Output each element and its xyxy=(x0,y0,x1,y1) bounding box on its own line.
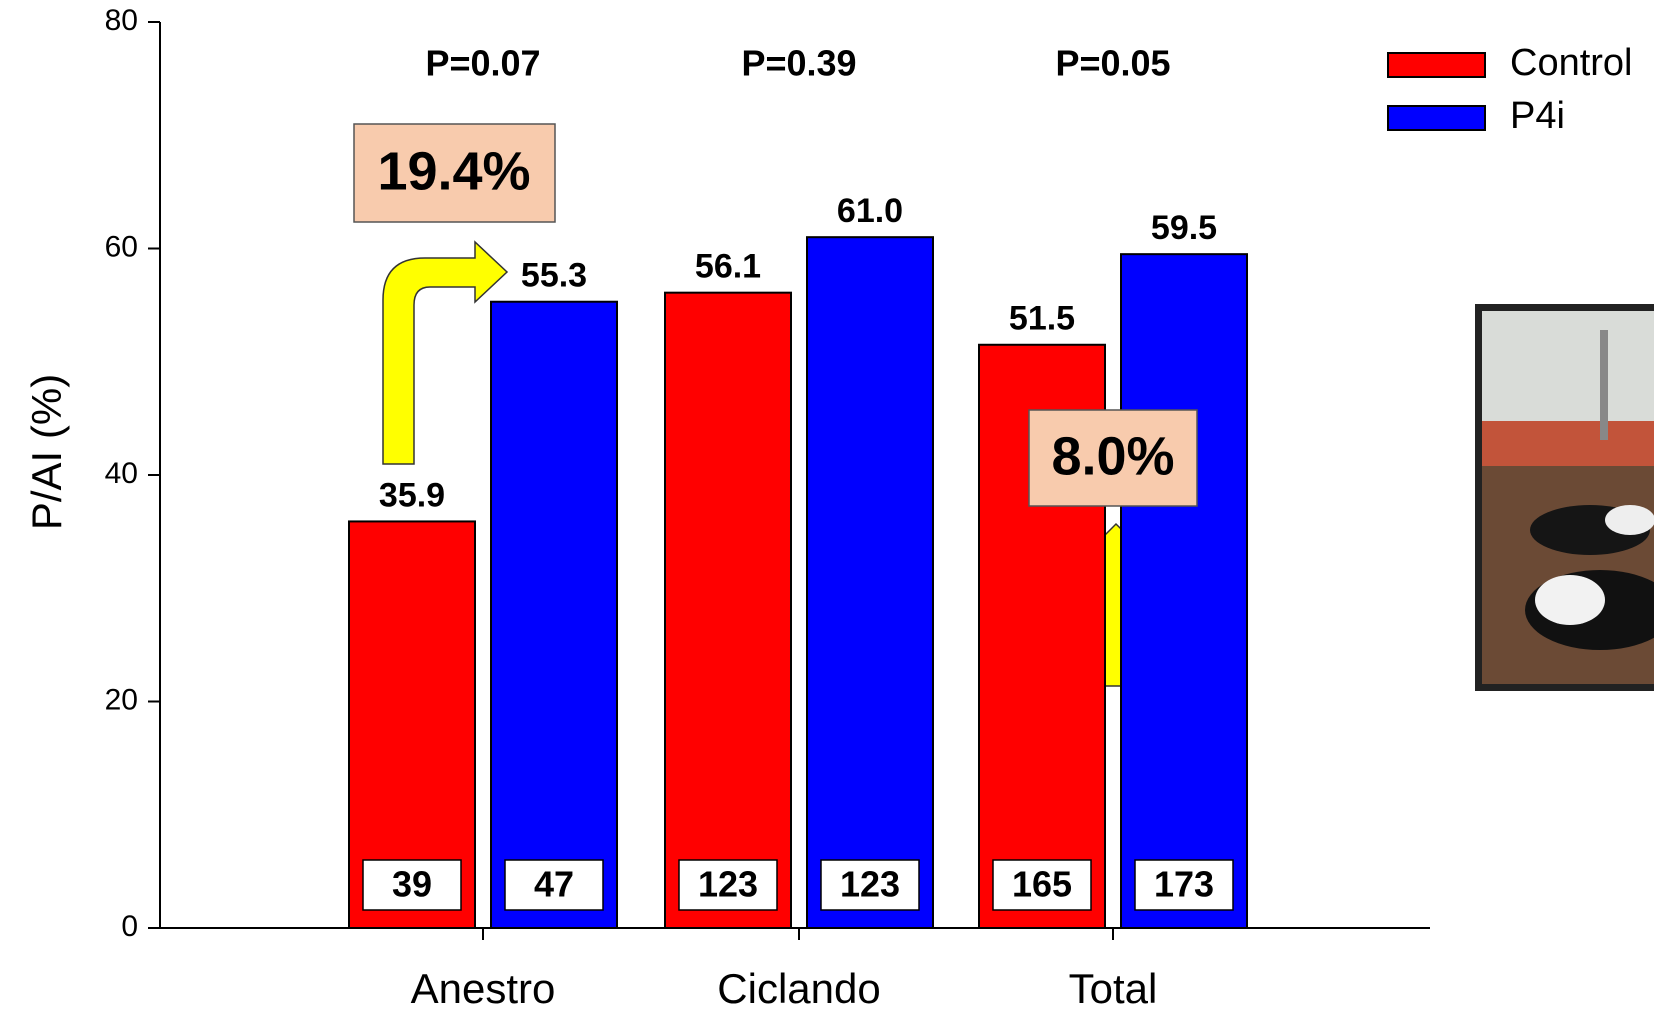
y-tick-label: 60 xyxy=(105,230,138,263)
count-box xyxy=(678,859,778,911)
count-box xyxy=(992,859,1092,911)
count-label: 173 xyxy=(1154,864,1214,905)
value-label: 35.9 xyxy=(379,476,445,514)
bar xyxy=(490,300,618,930)
value-label: 51.5 xyxy=(1009,300,1075,338)
bar xyxy=(806,236,934,930)
value-label: 61.0 xyxy=(837,192,903,230)
count-box xyxy=(820,859,920,911)
p-value: P=0.39 xyxy=(741,43,856,84)
count-box xyxy=(362,859,462,911)
count-label: 123 xyxy=(840,864,900,905)
increase-box xyxy=(353,123,556,223)
p-value: P=0.05 xyxy=(1055,43,1170,84)
increase-box xyxy=(1028,409,1198,507)
value-label: 59.5 xyxy=(1151,209,1217,247)
legend-label: Control xyxy=(1510,42,1633,84)
value-label: 55.3 xyxy=(521,257,587,295)
y-tick-label: 80 xyxy=(105,4,138,37)
count-label: 47 xyxy=(534,864,574,905)
y-tick-label: 40 xyxy=(105,457,138,490)
bar xyxy=(1120,253,1248,930)
photo xyxy=(1475,304,1654,691)
legend-swatch xyxy=(1387,52,1486,78)
bar xyxy=(664,291,792,930)
increase-label: 8.0% xyxy=(1051,426,1174,486)
legend-swatch xyxy=(1387,105,1486,131)
y-tick-label: 0 xyxy=(121,910,138,943)
count-box xyxy=(504,859,604,911)
x-tick-label: Total xyxy=(1069,965,1158,1012)
count-box xyxy=(1134,859,1234,911)
arrow xyxy=(382,240,509,465)
count-label: 123 xyxy=(698,864,758,905)
p-value: P=0.07 xyxy=(425,43,540,84)
count-label: 39 xyxy=(392,864,432,905)
x-tick-label: Ciclando xyxy=(717,965,880,1012)
y-axis-label: P/AI (%) xyxy=(23,374,70,530)
x-tick-label: Anestro xyxy=(411,965,556,1012)
y-tick-label: 20 xyxy=(105,683,138,716)
value-label: 56.1 xyxy=(695,248,761,286)
count-label: 165 xyxy=(1012,864,1072,905)
legend-label: P4i xyxy=(1510,95,1565,137)
increase-label: 19.4% xyxy=(377,141,530,201)
